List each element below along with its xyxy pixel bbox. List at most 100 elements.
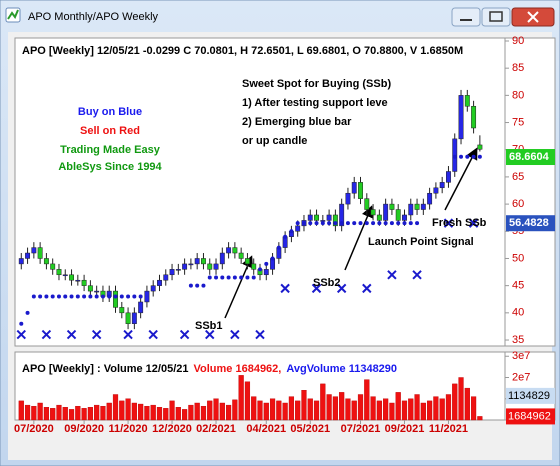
- candle-body: [232, 247, 238, 254]
- signal-x: [179, 329, 190, 340]
- signal-x: [412, 270, 422, 280]
- volume-bar: [313, 400, 320, 421]
- support-dot: [477, 154, 482, 159]
- volume-bar: [427, 400, 433, 421]
- arrow: [344, 205, 374, 271]
- support-dot: [396, 221, 401, 226]
- maximize-button[interactable]: [481, 7, 511, 27]
- signal-x: [41, 329, 52, 340]
- y-tick-label: 65: [512, 171, 524, 183]
- candle-body: [25, 252, 31, 259]
- volume-bar: [112, 394, 119, 421]
- volume-bar: [43, 407, 50, 421]
- volume-badge-label: 1134829: [508, 390, 550, 402]
- support-dot: [289, 229, 294, 234]
- candle-body: [314, 214, 319, 221]
- candle-body: [87, 285, 93, 292]
- support-dot: [320, 221, 325, 226]
- volume-bar: [269, 398, 276, 421]
- volume-bar: [163, 408, 169, 421]
- volume-badge-label: 1684962: [508, 410, 551, 422]
- volume-bar: [464, 387, 470, 421]
- volume-bar: [320, 383, 326, 421]
- support-dot: [188, 283, 193, 288]
- volume-bar: [433, 396, 439, 421]
- candle-body: [251, 263, 257, 270]
- y-tick-label: 85: [512, 62, 524, 74]
- price-header: APO [Weekly] 12/05/21 -0.0299 C 70.0801,…: [22, 45, 463, 57]
- support-dot: [19, 321, 24, 326]
- support-dot: [226, 275, 231, 280]
- candle-body: [244, 258, 250, 265]
- candle-body: [18, 258, 24, 265]
- candle-body: [56, 269, 62, 276]
- support-dot: [465, 154, 470, 159]
- signal-x: [362, 283, 372, 294]
- signal-x: [468, 218, 479, 228]
- promo-text: AbleSys Since 1994: [58, 161, 162, 173]
- volume-bar: [339, 392, 345, 421]
- support-dot: [100, 294, 105, 299]
- volume-bar: [263, 402, 269, 421]
- support-dot: [258, 267, 262, 272]
- support-dot: [82, 294, 87, 299]
- signal-x: [205, 329, 215, 340]
- candle-body: [131, 312, 137, 324]
- volume-bar: [119, 400, 125, 421]
- volume-bar: [50, 408, 56, 421]
- candle-body: [194, 258, 200, 265]
- support-dot: [452, 154, 457, 159]
- support-dot: [214, 275, 219, 280]
- volume-bar: [194, 402, 200, 421]
- volume-bar: [207, 400, 213, 421]
- volume-bar: [395, 392, 401, 421]
- note-text: 2) Emerging blue bar: [242, 116, 352, 128]
- support-dot: [38, 294, 43, 299]
- x-tick-label: 09/2021: [385, 423, 425, 435]
- minimize-button[interactable]: [451, 7, 481, 27]
- volume-bar: [37, 402, 43, 421]
- volume-bar: [106, 402, 112, 421]
- y-tick-label: 75: [512, 116, 524, 128]
- close-glyph: [527, 11, 539, 23]
- volume-bar: [276, 400, 282, 421]
- signal-x: [280, 283, 290, 294]
- volume-bar: [351, 400, 357, 421]
- volume-bar: [364, 379, 370, 421]
- x-tick-label: 02/2021: [196, 423, 236, 435]
- candle-body: [75, 279, 81, 282]
- candle-body: [213, 263, 219, 270]
- volume-bar: [370, 396, 376, 421]
- signal-x: [311, 283, 322, 294]
- volume-bar: [200, 405, 207, 421]
- volume-bar: [301, 390, 307, 421]
- candle-body: [402, 214, 407, 221]
- support-dot: [107, 294, 112, 299]
- x-tick-label: 12/2020: [152, 423, 192, 435]
- support-dot: [232, 275, 237, 280]
- volume-bar: [257, 400, 263, 421]
- price-badge-label: 56.4828: [509, 217, 549, 229]
- candle-body: [395, 209, 401, 221]
- y-tick-label: 60: [512, 198, 524, 210]
- support-dot: [88, 294, 93, 299]
- candle-body: [94, 290, 100, 293]
- candle-body: [383, 203, 389, 221]
- support-dot: [63, 294, 68, 299]
- support-dot: [339, 221, 344, 226]
- candle-body: [163, 274, 169, 281]
- support-dot: [377, 221, 382, 226]
- candle-body: [81, 279, 87, 286]
- support-dot: [119, 294, 124, 299]
- candle-body: [307, 214, 313, 221]
- candle-body: [427, 192, 433, 205]
- y-tick-label: 3e7: [512, 350, 530, 362]
- y-tick-label: 50: [512, 252, 524, 264]
- x-tick-label: 11/2020: [108, 423, 147, 435]
- candle-body: [439, 182, 445, 189]
- candle-body: [389, 203, 395, 210]
- candle-body: [175, 269, 181, 271]
- candle-body: [50, 263, 56, 270]
- price-badge: [506, 149, 555, 166]
